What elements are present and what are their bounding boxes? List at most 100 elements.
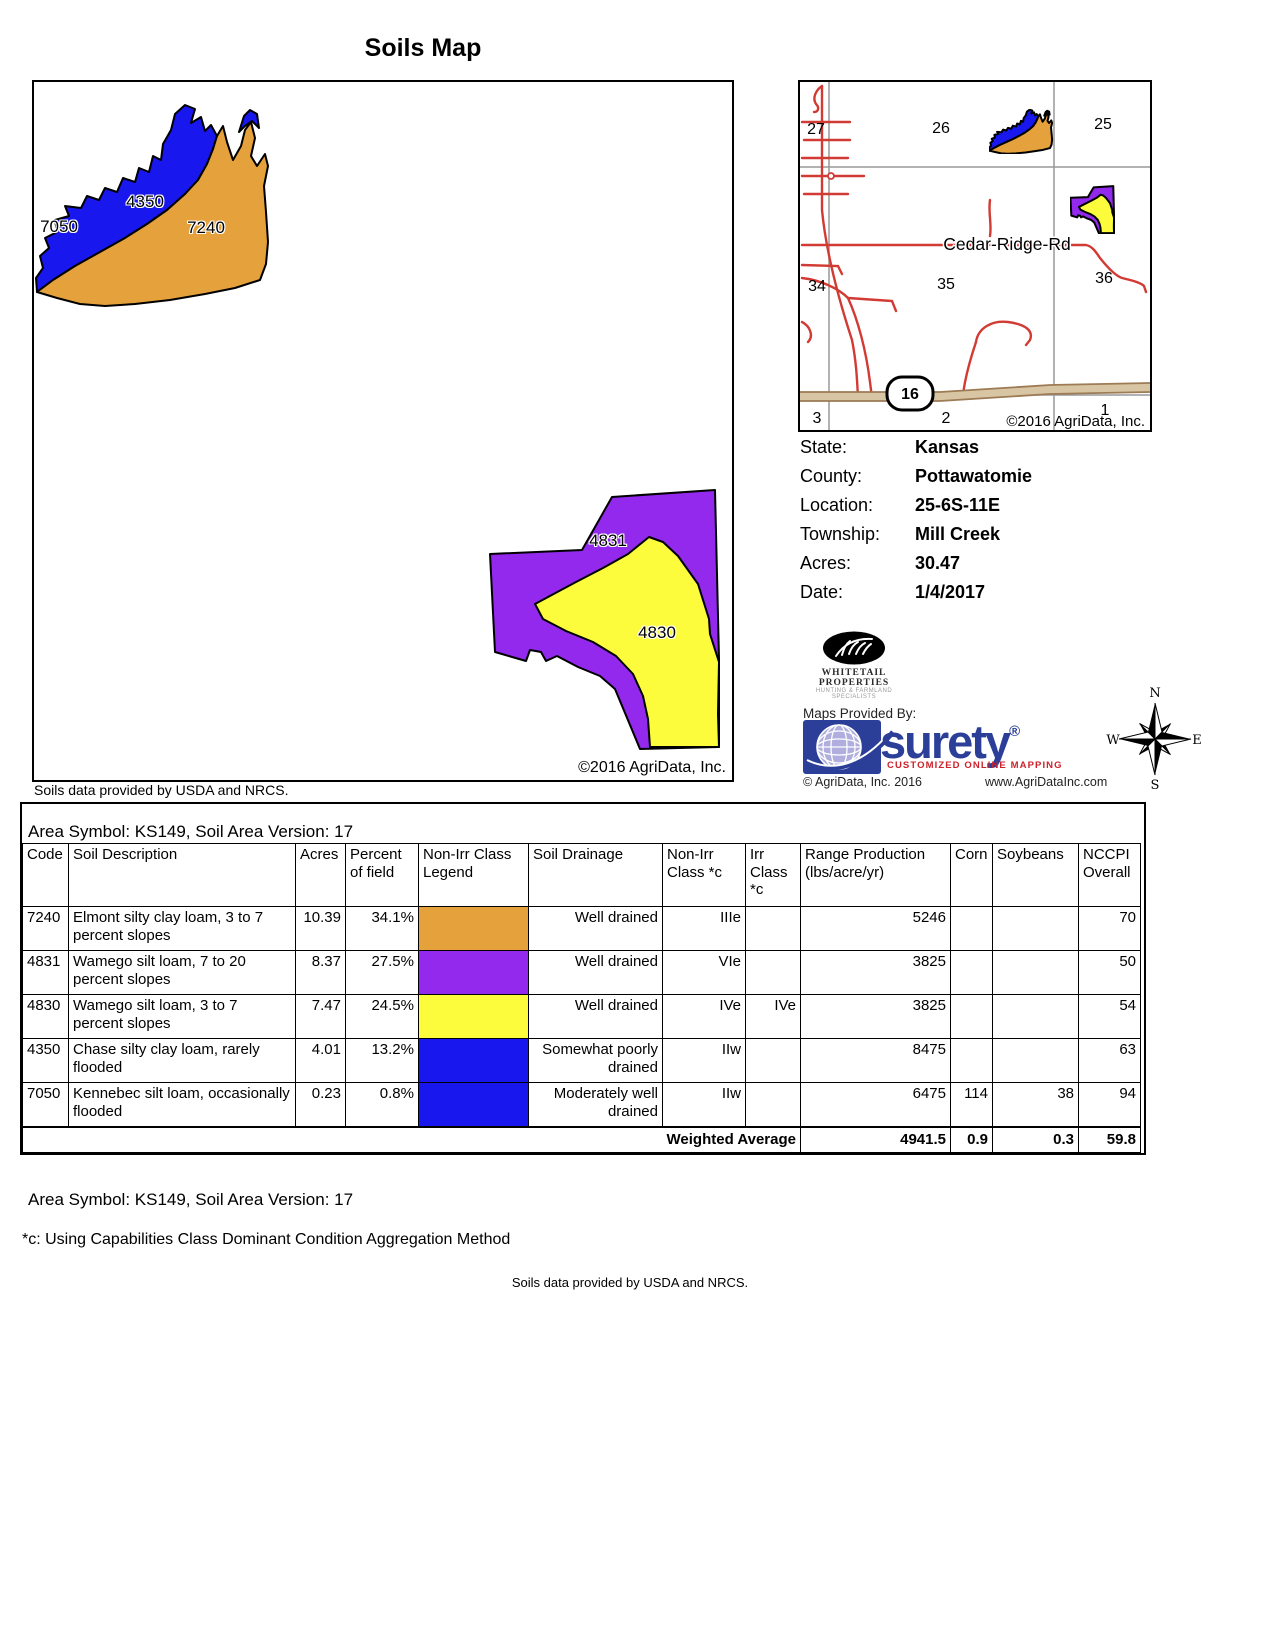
highway-shield-number: 16 xyxy=(901,386,919,403)
cell-corn xyxy=(950,994,993,1039)
main-map-caption: Soils data provided by USDA and NRCS. xyxy=(34,782,289,798)
cell-acres: 8.37 xyxy=(295,950,346,995)
weighted-average-row: Weighted Average 4941.5 0.9 0.3 59.8 xyxy=(22,1126,1141,1153)
surety-tagline: CUSTOMIZED ONLINE MAPPING xyxy=(887,760,1063,771)
section-26: 26 xyxy=(932,120,950,137)
col-header-non-irr: Non-Irr Class *c xyxy=(662,843,746,907)
cell-acres: 7.47 xyxy=(295,994,346,1039)
locator-map: 16 27 26 25 34 35 36 3 2 1 Cedar-Ridge-R… xyxy=(798,80,1152,432)
section-25: 25 xyxy=(1094,116,1112,133)
cell-percent: 34.1% xyxy=(345,906,419,951)
cell-percent: 0.8% xyxy=(345,1082,419,1128)
cell-legend-swatch xyxy=(418,950,529,995)
info-value: Pottawatomie xyxy=(915,466,1033,486)
cell-irr xyxy=(745,906,801,951)
cell-drainage: Somewhat poorly drained xyxy=(528,1038,663,1083)
soil-code-label-7050: 7050 xyxy=(40,217,78,236)
cell-acres: 0.23 xyxy=(295,1082,346,1128)
cell-nccpi: 94 xyxy=(1078,1082,1141,1128)
locator-field-shape-northwest xyxy=(989,109,1053,154)
info-label: Location: xyxy=(800,495,874,515)
cell-description: Kennebec silt loam, occasionally flooded xyxy=(68,1082,296,1128)
cell-code: 4350 xyxy=(22,1038,69,1083)
soil-code-label-7240: 7240 xyxy=(187,218,225,237)
cell-acres: 10.39 xyxy=(295,906,346,951)
page-title: Soils Map xyxy=(364,34,482,62)
cell-description: Elmont silty clay loam, 3 to 7 percent s… xyxy=(68,906,296,951)
info-label: Township: xyxy=(800,524,881,544)
compass-cardinal-points xyxy=(1118,702,1192,776)
section-3: 3 xyxy=(813,410,822,427)
table-row: 7240 Elmont silty clay loam, 3 to 7 perc… xyxy=(22,906,1141,951)
section-1: 1 xyxy=(1101,402,1110,419)
surety-wordmark: surety® xyxy=(880,714,1020,769)
locator-map-canvas: 16 27 26 25 34 35 36 3 2 1 Cedar-Ridge-R… xyxy=(800,82,1150,430)
cell-soybeans xyxy=(992,950,1079,995)
weighted-average-label: Weighted Average xyxy=(22,1126,801,1153)
cell-non-irr: IVe xyxy=(662,994,746,1039)
table-header-row: Code Soil Description Acres Percent of f… xyxy=(22,843,1141,907)
section-numbers: 27 26 25 34 35 36 3 2 1 xyxy=(807,116,1113,427)
section-27: 27 xyxy=(807,121,825,138)
surety-website: www.AgriDataInc.com xyxy=(985,775,1108,789)
main-map-copyright: ©2016 AgriData, Inc. xyxy=(578,759,726,776)
section-34: 34 xyxy=(808,278,826,295)
table-row: 4830 Wamego silt loam, 3 to 7 percent sl… xyxy=(22,994,1141,1039)
info-label: County: xyxy=(800,466,863,486)
cell-nccpi: 70 xyxy=(1078,906,1141,951)
col-header-percent: Percent of field xyxy=(345,843,419,907)
col-header-range-production: Range Production (lbs/acre/yr) xyxy=(800,843,951,907)
cell-code: 4830 xyxy=(22,994,69,1039)
section-2: 2 xyxy=(942,410,951,427)
cell-drainage: Well drained xyxy=(528,906,663,951)
table-row: 4350 Chase silty clay loam, rarely flood… xyxy=(22,1038,1141,1083)
cell-legend-swatch xyxy=(418,1082,529,1128)
surety-copyright: © AgriData, Inc. 2016 xyxy=(803,775,923,789)
col-header-description: Soil Description xyxy=(68,843,296,907)
soil-code-label-4831: 4831 xyxy=(589,531,627,550)
cell-legend-swatch xyxy=(418,906,529,951)
section-35: 35 xyxy=(937,276,955,293)
table-row: 7050 Kennebec silt loam, occasionally fl… xyxy=(22,1082,1141,1128)
compass-west-label: W xyxy=(1106,733,1120,748)
info-row-date: Date: 1/4/2017 xyxy=(800,582,1130,604)
info-label: Date: xyxy=(800,582,844,602)
cell-irr xyxy=(745,950,801,995)
cell-soybeans xyxy=(992,1038,1079,1083)
info-row-location: Location: 25-6S-11E xyxy=(800,495,1130,517)
locator-map-copyright: ©2016 AgriData, Inc. xyxy=(1006,413,1145,430)
footer-data-source: Soils data provided by USDA and NRCS. xyxy=(511,1275,749,1290)
footer-area-symbol: Area Symbol: KS149, Soil Area Version: 1… xyxy=(28,1190,354,1209)
info-label: Acres: xyxy=(800,553,852,573)
cell-range-production: 8475 xyxy=(800,1038,951,1083)
info-value: 30.47 xyxy=(915,553,961,573)
weighted-soybeans: 0.3 xyxy=(992,1126,1079,1153)
cell-description: Wamego silt loam, 7 to 20 percent slopes xyxy=(68,950,296,995)
cell-description: Chase silty clay loam, rarely flooded xyxy=(68,1038,296,1083)
col-header-corn: Corn xyxy=(950,843,993,907)
cell-percent: 13.2% xyxy=(345,1038,419,1083)
whitetail-name: Whitetail Properties xyxy=(818,668,890,688)
cell-irr xyxy=(745,1082,801,1128)
whitetail-tagline: Hunting & Farmland Specialists xyxy=(815,688,893,700)
footnote-aggregation-method: *c: Using Capabilities Class Dominant Co… xyxy=(22,1231,511,1248)
cell-range-production: 6475 xyxy=(800,1082,951,1128)
info-value: Mill Creek xyxy=(915,524,1001,544)
cell-code: 4831 xyxy=(22,950,69,995)
whitetail-properties-logo: Whitetail Properties Hunting & Farmland … xyxy=(798,630,910,700)
cell-soybeans xyxy=(992,994,1079,1039)
cell-range-production: 3825 xyxy=(800,994,951,1039)
info-row-state: State: Kansas xyxy=(800,437,1130,459)
cell-percent: 27.5% xyxy=(345,950,419,995)
whitetail-antler-icon xyxy=(823,631,885,665)
cell-soybeans: 38 xyxy=(992,1082,1079,1128)
surety-name: surety xyxy=(880,715,1011,768)
col-header-legend: Non-Irr Class Legend xyxy=(418,843,529,907)
col-header-soybeans: Soybeans xyxy=(992,843,1079,907)
cell-range-production: 5246 xyxy=(800,906,951,951)
compass-east-label: E xyxy=(1192,733,1202,748)
col-header-drainage: Soil Drainage xyxy=(528,843,663,907)
info-row-township: Township: Mill Creek xyxy=(800,524,1130,546)
cell-legend-swatch xyxy=(418,994,529,1039)
cell-acres: 4.01 xyxy=(295,1038,346,1083)
